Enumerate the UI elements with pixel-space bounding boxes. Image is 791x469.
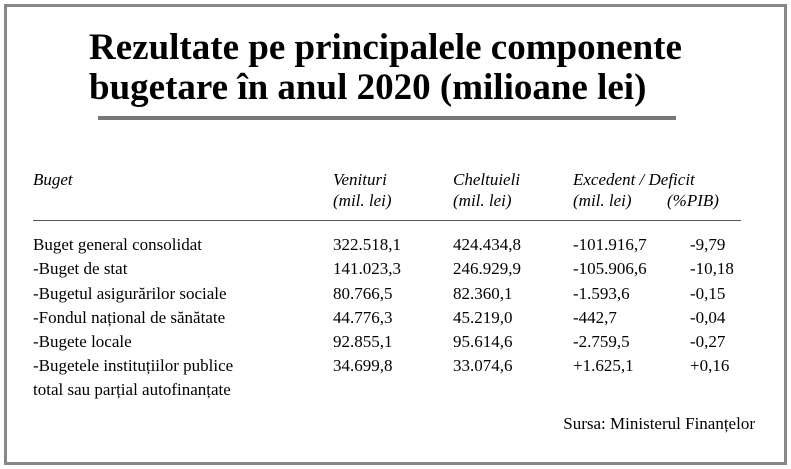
row-revenue: 44.776,3 — [333, 308, 393, 327]
header-balance: Excedent / Deficit (mil. lei) — [573, 169, 695, 211]
header-revenue-unit: (mil. lei) — [333, 191, 392, 210]
row-expenses: 424.434,8 — [453, 235, 521, 254]
header-revenue: Venituri (mil. lei) — [333, 169, 392, 211]
row-expenses: 45.219,0 — [453, 308, 513, 327]
title-line-2: bugetare în anul 2020 (milioane lei) — [89, 67, 647, 108]
row-balance: -1.593,6 — [573, 284, 630, 303]
row-budget-name: -Buget de stat — [33, 259, 128, 278]
row-balance: -2.759,5 — [573, 332, 630, 351]
table-row: -Bugetul asigurărilor sociale 80.766,5 8… — [0, 282, 791, 306]
row-balance-pib: -10,18 — [690, 259, 734, 278]
row-revenue: 92.855,1 — [333, 332, 393, 351]
page-title: Rezultate pe principalele componente bug… — [89, 28, 729, 108]
table-row: -Bugete locale 92.855,1 95.614,6 -2.759,… — [0, 330, 791, 354]
row-expenses: 33.074,6 — [453, 356, 513, 375]
row-balance: +1.625,1 — [573, 356, 634, 375]
row-expenses: 246.929,9 — [453, 259, 521, 278]
row-budget-name-continuation: total sau parțial autofinanțate — [33, 380, 231, 399]
table-row: -Fondul național de sănătate 44.776,3 45… — [0, 306, 791, 330]
row-balance-pib: -0,27 — [690, 332, 726, 351]
row-balance: -442,7 — [573, 308, 617, 327]
row-revenue: 34.699,8 — [333, 356, 393, 375]
row-budget-name: Buget general consolidat — [33, 235, 203, 254]
header-divider — [33, 220, 741, 221]
header-balance-unit: (mil. lei) — [573, 191, 632, 210]
row-revenue: 322.518,1 — [333, 235, 401, 254]
header-balance-pib: (%PIB) — [667, 191, 719, 210]
header-expenses: Cheltuieli (mil. lei) — [453, 169, 520, 211]
header-budget: Buget — [33, 170, 73, 189]
row-revenue: 80.766,5 — [333, 284, 393, 303]
row-balance: -105.906,6 — [573, 259, 647, 278]
header-expenses-unit: (mil. lei) — [453, 191, 512, 210]
table-row: -Bugetele instituțiilor publice 34.699,8… — [0, 354, 791, 378]
row-budget-name: -Bugete locale — [33, 332, 132, 351]
title-line-1: Rezultate pe principalele componente — [89, 27, 682, 68]
row-budget-name: -Fondul național de sănătate — [33, 308, 226, 327]
table-row: -Buget de stat 141.023,3 246.929,9 -105.… — [0, 257, 791, 281]
table-row: Buget general consolidat 322.518,1 424.4… — [0, 233, 791, 257]
row-revenue: 141.023,3 — [333, 259, 401, 278]
header-balance-label: Excedent / Deficit — [573, 170, 695, 189]
header-expenses-label: Cheltuieli — [453, 170, 521, 189]
row-expenses: 95.614,6 — [453, 332, 513, 351]
row-balance-pib: -0,15 — [690, 284, 726, 303]
title-underline — [98, 116, 676, 120]
row-balance-pib: -0,04 — [690, 308, 726, 327]
source-note: Sursa: Ministerul Finanțelor — [563, 414, 755, 433]
row-budget-name: -Bugetele instituțiilor publice — [33, 356, 234, 375]
row-balance-pib: +0,16 — [690, 356, 730, 375]
outer-frame — [4, 4, 787, 465]
row-budget-name: -Bugetul asigurărilor sociale — [33, 284, 227, 303]
row-balance: -101.916,7 — [573, 235, 647, 254]
header-revenue-label: Venituri — [333, 170, 387, 189]
row-balance-pib: -9,79 — [690, 235, 726, 254]
row-expenses: 82.360,1 — [453, 284, 513, 303]
